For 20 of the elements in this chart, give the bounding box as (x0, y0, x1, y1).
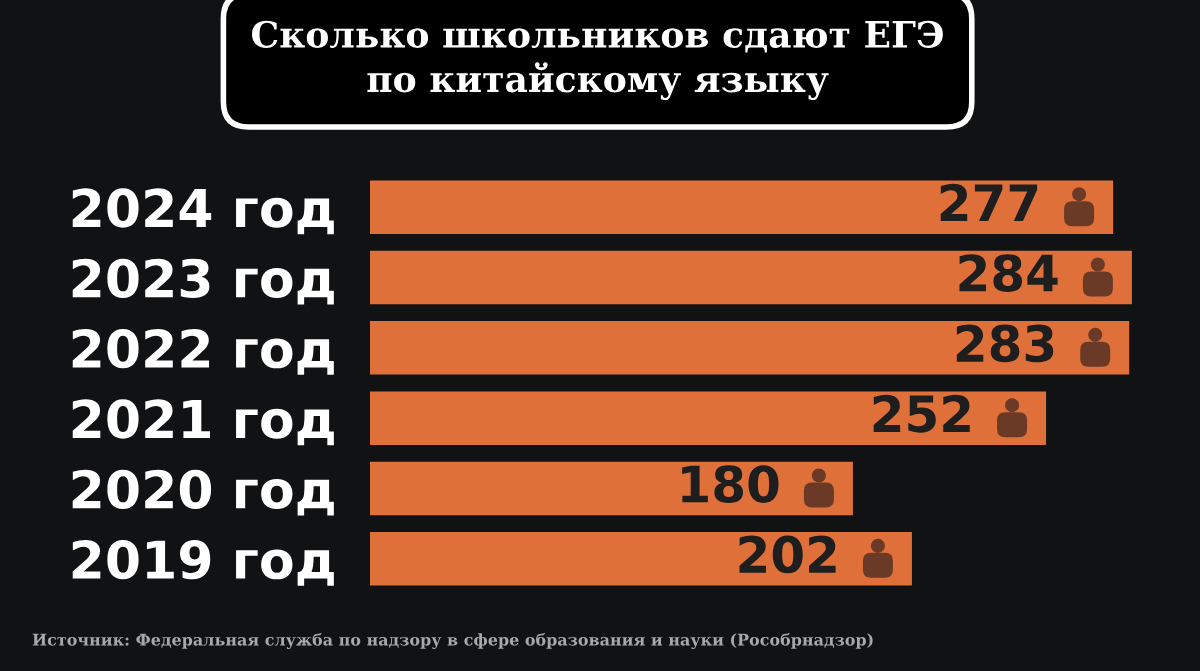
bar (370, 532, 912, 586)
bar (370, 391, 1047, 445)
data-label: 252 (873, 394, 970, 433)
y-tick-label: 2023 год (72, 258, 334, 305)
data-label: 180 (682, 465, 779, 504)
data-label: 277 (940, 183, 1038, 221)
data-label: 283 (956, 324, 1054, 363)
bar (370, 250, 1132, 305)
y-tick-label: 2022 год (72, 328, 334, 375)
data-label: 284 (959, 254, 1058, 293)
y-tick-label: 2021 год (72, 399, 334, 446)
chart-title: Сколько школьников сдают ЕГЭ по китайскому языку (252, 20, 943, 100)
y-tick-label: 2020 год (72, 469, 334, 516)
bar (370, 461, 853, 516)
text: Источник: Федеральная служба по надзору в сфере образования и науки (Рособрнадзор) (32, 633, 873, 649)
data-label: 202 (739, 535, 836, 574)
bar (370, 321, 1130, 375)
y-tick-label: 2019 год (72, 539, 334, 586)
y-tick-label: 2024 год (72, 188, 334, 235)
bar (370, 180, 1114, 234)
